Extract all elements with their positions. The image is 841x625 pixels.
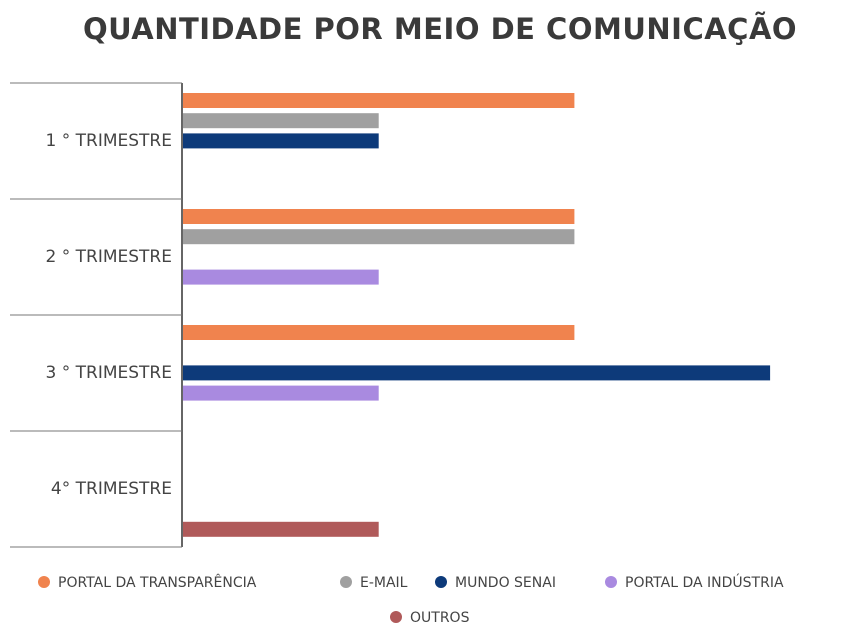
y-tick-label: 1 ° TRIMESTRE	[46, 131, 172, 151]
legend-marker	[390, 611, 402, 623]
legend-label: E-MAIL	[360, 575, 408, 591]
bar	[183, 113, 379, 129]
bar	[183, 385, 379, 401]
bar	[183, 365, 771, 381]
legend-marker	[38, 576, 50, 588]
bar	[183, 209, 575, 224]
legend-marker	[435, 576, 447, 588]
y-tick-label: 3 ° TRIMESTRE	[46, 363, 172, 383]
bar	[183, 325, 575, 340]
legend-label: PORTAL DA INDÚSTRIA	[625, 573, 784, 591]
legend-label: OUTROS	[410, 610, 470, 625]
chart-title: QUANTIDADE POR MEIO DE COMUNICAÇÃO	[83, 12, 797, 46]
y-tick-label: 4° TRIMESTRE	[51, 479, 172, 499]
y-tick-label: 2 ° TRIMESTRE	[46, 247, 172, 267]
bar	[183, 133, 379, 149]
bar	[183, 93, 575, 108]
legend-marker	[340, 576, 352, 588]
legend-marker	[605, 576, 617, 588]
legend-label: MUNDO SENAI	[455, 575, 556, 591]
bar	[183, 229, 575, 245]
legend-label: PORTAL DA TRANSPARÊNCIA	[58, 573, 257, 591]
bar	[183, 269, 379, 285]
bar	[183, 521, 379, 537]
